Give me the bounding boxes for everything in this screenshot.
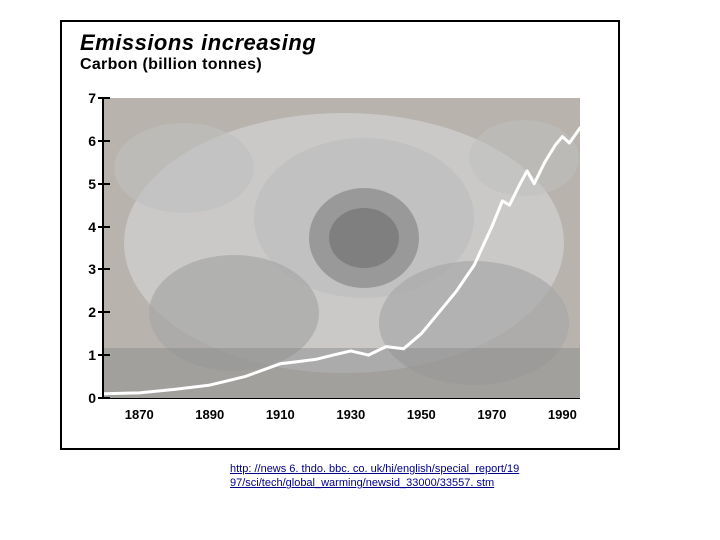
- x-tick-label: 1910: [266, 407, 295, 422]
- y-tick-mark: [98, 311, 110, 313]
- line-series: [104, 98, 580, 398]
- source-link[interactable]: http: //news 6. thdo. bbc. co. uk/hi/eng…: [230, 462, 570, 491]
- y-tick-label: 1: [76, 347, 96, 363]
- y-tick-label: 6: [76, 133, 96, 149]
- x-tick-label: 1950: [407, 407, 436, 422]
- y-tick-label: 4: [76, 219, 96, 235]
- y-tick-mark: [98, 354, 110, 356]
- y-tick-label: 7: [76, 90, 96, 106]
- y-tick-mark: [98, 97, 110, 99]
- chart-frame: Emissions increasing Carbon (billion ton…: [60, 20, 620, 450]
- y-tick-label: 3: [76, 261, 96, 277]
- chart-subtitle: Carbon (billion tonnes): [80, 56, 618, 74]
- chart-title: Emissions increasing: [80, 30, 618, 56]
- x-tick-label: 1930: [336, 407, 365, 422]
- y-tick-label: 0: [76, 390, 96, 406]
- chart-area: 012345671870189019101930195019701990: [102, 98, 580, 399]
- y-tick-mark: [98, 140, 110, 142]
- y-tick-label: 2: [76, 304, 96, 320]
- x-tick-label: 1890: [195, 407, 224, 422]
- y-tick-mark: [98, 226, 110, 228]
- x-tick-label: 1990: [548, 407, 577, 422]
- y-tick-mark: [98, 397, 110, 399]
- title-block: Emissions increasing Carbon (billion ton…: [62, 22, 618, 78]
- x-tick-label: 1870: [125, 407, 154, 422]
- y-tick-mark: [98, 268, 110, 270]
- x-tick-label: 1970: [477, 407, 506, 422]
- y-tick-mark: [98, 183, 110, 185]
- y-tick-label: 5: [76, 176, 96, 192]
